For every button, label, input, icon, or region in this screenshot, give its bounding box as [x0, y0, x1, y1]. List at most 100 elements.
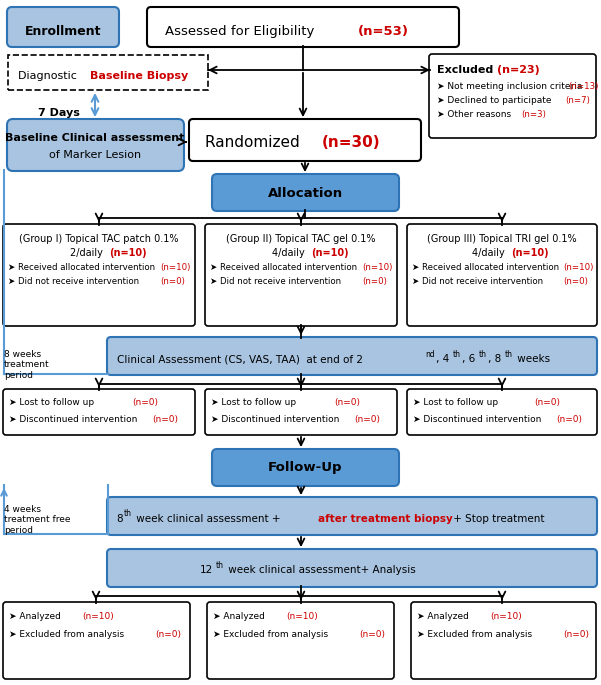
FancyBboxPatch shape	[7, 119, 184, 171]
Text: , 6: , 6	[462, 354, 475, 364]
Text: + Stop treatment: + Stop treatment	[450, 514, 545, 524]
Text: th: th	[505, 349, 513, 358]
Text: week clinical assessment+ Analysis: week clinical assessment+ Analysis	[225, 565, 416, 575]
Text: of Marker Lesion: of Marker Lesion	[49, 150, 141, 160]
Text: (n=0): (n=0)	[362, 277, 387, 286]
Text: ➤ Discontinued intervention: ➤ Discontinued intervention	[211, 415, 342, 424]
Text: 2/daily: 2/daily	[70, 248, 106, 258]
Text: (Group III) Topical TRI gel 0.1%: (Group III) Topical TRI gel 0.1%	[427, 234, 577, 244]
Text: (n=10): (n=10)	[82, 612, 114, 621]
FancyBboxPatch shape	[147, 7, 459, 47]
FancyBboxPatch shape	[7, 7, 119, 47]
Text: 4 weeks
treatment free
period: 4 weeks treatment free period	[4, 505, 70, 535]
Text: ➤ Did not receive intervention: ➤ Did not receive intervention	[412, 277, 543, 286]
Text: (n=10): (n=10)	[511, 248, 549, 258]
Text: (n=0): (n=0)	[534, 398, 560, 407]
Text: ➤ Discontinued intervention: ➤ Discontinued intervention	[413, 415, 545, 424]
Text: ➤ Lost to follow up: ➤ Lost to follow up	[413, 398, 501, 407]
Text: (n=10): (n=10)	[286, 612, 318, 621]
Text: (n=53): (n=53)	[358, 25, 409, 38]
Text: ➤ Lost to follow up: ➤ Lost to follow up	[211, 398, 299, 407]
FancyBboxPatch shape	[205, 224, 397, 326]
Text: 8 weeks
treatment
period: 8 weeks treatment period	[4, 350, 50, 379]
Text: (n=30): (n=30)	[322, 134, 380, 149]
Text: (n=10): (n=10)	[362, 263, 392, 272]
Text: (n=10): (n=10)	[109, 248, 147, 258]
Text: ➤ Received allocated intervention: ➤ Received allocated intervention	[8, 263, 158, 272]
Bar	[8, 55, 208, 90]
Text: (n=10): (n=10)	[311, 248, 349, 258]
Text: , 8: , 8	[488, 354, 501, 364]
FancyBboxPatch shape	[3, 389, 195, 435]
Text: ➤ Did not receive intervention: ➤ Did not receive intervention	[210, 277, 341, 286]
Text: Baseline Biopsy: Baseline Biopsy	[90, 71, 188, 81]
Text: 12: 12	[200, 565, 213, 575]
FancyBboxPatch shape	[212, 174, 399, 211]
FancyBboxPatch shape	[107, 497, 597, 535]
FancyBboxPatch shape	[411, 602, 596, 679]
Text: 7 Days: 7 Days	[38, 108, 80, 118]
Text: th: th	[216, 560, 224, 569]
Text: ➤ Declined to participate: ➤ Declined to participate	[437, 96, 554, 105]
Text: 8: 8	[116, 514, 123, 524]
Text: 4/daily: 4/daily	[272, 248, 308, 258]
Text: (n=0): (n=0)	[563, 277, 588, 286]
Text: (n=0): (n=0)	[354, 415, 380, 424]
Text: 4/daily: 4/daily	[472, 248, 508, 258]
Text: ➤ Received allocated intervention: ➤ Received allocated intervention	[210, 263, 360, 272]
FancyBboxPatch shape	[3, 602, 190, 679]
Text: nd: nd	[425, 349, 435, 358]
FancyBboxPatch shape	[207, 602, 394, 679]
Text: (n=10): (n=10)	[563, 263, 593, 272]
Text: (n=23): (n=23)	[497, 65, 540, 75]
Text: (n=0): (n=0)	[132, 398, 158, 407]
Text: (n=0): (n=0)	[155, 630, 181, 639]
Text: ➤ Lost to follow up: ➤ Lost to follow up	[9, 398, 97, 407]
Text: th: th	[124, 510, 132, 519]
Text: after treatment biopsy: after treatment biopsy	[318, 514, 453, 524]
Text: Diagnostic: Diagnostic	[18, 71, 81, 81]
Text: ➤ Excluded from analysis: ➤ Excluded from analysis	[9, 630, 127, 639]
Text: (Group I) Topical TAC patch 0.1%: (Group I) Topical TAC patch 0.1%	[19, 234, 178, 244]
Text: Randomized: Randomized	[205, 134, 305, 149]
Text: weeks: weeks	[514, 354, 550, 364]
Text: ➤ Not meeting inclusion criteria: ➤ Not meeting inclusion criteria	[437, 82, 585, 91]
Text: (n=7): (n=7)	[565, 96, 590, 105]
FancyBboxPatch shape	[429, 54, 596, 138]
FancyBboxPatch shape	[407, 389, 597, 435]
FancyBboxPatch shape	[189, 119, 421, 161]
Text: ➤ Analyzed: ➤ Analyzed	[213, 612, 268, 621]
Text: th: th	[453, 349, 461, 358]
Text: ➤ Excluded from analysis: ➤ Excluded from analysis	[417, 630, 535, 639]
Text: Clinical Assessment (CS, VAS, TAA)  at end of 2: Clinical Assessment (CS, VAS, TAA) at en…	[117, 354, 363, 364]
Text: Follow-Up: Follow-Up	[268, 462, 342, 475]
Text: (n=3): (n=3)	[521, 110, 546, 119]
Text: (n=13): (n=13)	[568, 82, 599, 91]
Text: ➤ Analyzed: ➤ Analyzed	[417, 612, 472, 621]
Text: Baseline Clinical assessment: Baseline Clinical assessment	[5, 133, 185, 143]
Text: ➤ Did not receive intervention: ➤ Did not receive intervention	[8, 277, 139, 286]
Text: (n=0): (n=0)	[152, 415, 178, 424]
Text: ➤ Discontinued intervention: ➤ Discontinued intervention	[9, 415, 140, 424]
Text: , 4: , 4	[436, 354, 450, 364]
FancyBboxPatch shape	[407, 224, 597, 326]
Text: (n=0): (n=0)	[563, 630, 589, 639]
Text: Assessed for Eligibility: Assessed for Eligibility	[165, 25, 319, 38]
Text: ➤ Received allocated intervention: ➤ Received allocated intervention	[412, 263, 562, 272]
FancyBboxPatch shape	[205, 389, 397, 435]
Text: Excluded: Excluded	[437, 65, 497, 75]
Text: Enrollment: Enrollment	[25, 25, 101, 38]
Text: (n=0): (n=0)	[160, 277, 185, 286]
Text: (n=0): (n=0)	[359, 630, 385, 639]
Text: ➤ Other reasons: ➤ Other reasons	[437, 110, 514, 119]
Text: (n=0): (n=0)	[556, 415, 582, 424]
Text: (n=10): (n=10)	[490, 612, 522, 621]
Text: (Group II) Topical TAC gel 0.1%: (Group II) Topical TAC gel 0.1%	[226, 234, 376, 244]
Text: Allocation: Allocation	[267, 186, 343, 199]
FancyBboxPatch shape	[107, 549, 597, 587]
Text: ➤ Analyzed: ➤ Analyzed	[9, 612, 64, 621]
FancyBboxPatch shape	[3, 224, 195, 326]
Text: week clinical assessment +: week clinical assessment +	[133, 514, 284, 524]
FancyBboxPatch shape	[107, 337, 597, 375]
FancyBboxPatch shape	[212, 449, 399, 486]
